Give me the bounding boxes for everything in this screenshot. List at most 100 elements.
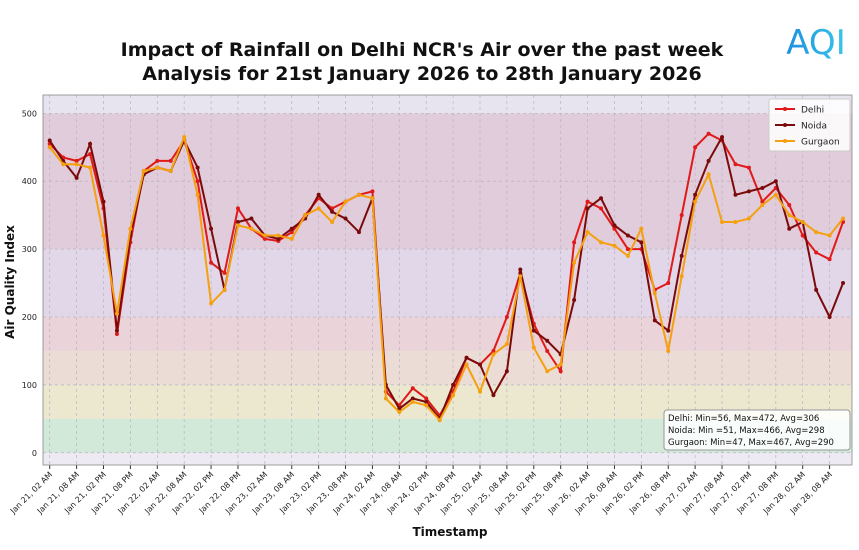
point: [74, 162, 79, 167]
aqi-band: [43, 317, 852, 351]
series-line: [48, 133, 844, 422]
point: [706, 158, 711, 163]
point: [303, 213, 308, 218]
point: [558, 369, 563, 374]
point: [787, 226, 792, 231]
point: [800, 233, 805, 238]
legend-label: Noida: [801, 122, 827, 132]
point: [679, 253, 684, 258]
point: [545, 348, 550, 353]
point: [531, 328, 536, 333]
point: [114, 328, 119, 333]
point: [88, 165, 93, 170]
point: [276, 236, 281, 241]
point: [760, 199, 765, 204]
point: [693, 199, 698, 204]
point: [182, 135, 187, 140]
point: [356, 230, 361, 235]
point: [504, 369, 509, 374]
point: [720, 219, 725, 224]
point: [733, 162, 738, 167]
point: [222, 270, 227, 275]
point: [155, 158, 160, 163]
point: [289, 230, 294, 235]
point: [639, 226, 644, 231]
point: [101, 233, 106, 238]
point: [652, 318, 657, 323]
point: [47, 145, 52, 150]
point: [787, 213, 792, 218]
point: [679, 213, 684, 218]
point: [128, 226, 133, 231]
point: [262, 233, 267, 238]
point: [437, 418, 442, 423]
point: [249, 226, 254, 231]
point: [195, 192, 200, 197]
point: [599, 206, 604, 211]
point: [545, 338, 550, 343]
point: [504, 342, 509, 347]
point: [451, 382, 456, 387]
logo: AQI: [786, 23, 845, 63]
point: [585, 230, 590, 235]
point: [410, 396, 415, 401]
point: [746, 165, 751, 170]
point: [330, 219, 335, 224]
point: [720, 135, 725, 140]
point: [370, 196, 375, 201]
chart-title: Impact of Rainfall on Delhi NCR's Air ov…: [121, 39, 724, 61]
point: [289, 236, 294, 241]
point: [599, 240, 604, 245]
point: [760, 186, 765, 191]
legend-marker: [783, 139, 787, 143]
point: [558, 362, 563, 367]
point: [289, 226, 294, 231]
point: [491, 393, 496, 398]
point: [827, 257, 832, 262]
point: [235, 223, 240, 228]
point: [343, 199, 348, 204]
chart-subtitle: Analysis for 21st January 2026 to 28th J…: [142, 63, 702, 85]
point: [235, 219, 240, 224]
point: [410, 399, 415, 404]
point: [773, 192, 778, 197]
aqi-band: [43, 249, 852, 317]
y-tick-label: 300: [22, 245, 37, 254]
point: [356, 192, 361, 197]
stats-text: Gurgaon: Min=47, Max=467, Avg=290: [668, 438, 834, 448]
point: [612, 226, 617, 231]
legend-box: [768, 98, 851, 152]
y-tick-label: 100: [22, 381, 37, 390]
y-tick-label: 400: [22, 177, 37, 186]
aqi-band: [43, 95, 852, 114]
y-tick-label: 500: [22, 109, 37, 118]
series-line: [48, 134, 844, 421]
point: [464, 362, 469, 367]
point: [61, 162, 66, 167]
point: [827, 233, 832, 238]
point: [572, 260, 577, 265]
point: [195, 179, 200, 184]
point: [518, 267, 523, 272]
point: [114, 331, 119, 336]
x-axis-label: Timestamp: [412, 525, 487, 539]
point: [706, 131, 711, 136]
point: [585, 199, 590, 204]
point: [74, 158, 79, 163]
point: [262, 236, 267, 241]
point: [625, 247, 630, 252]
point: [531, 345, 536, 350]
point: [316, 192, 321, 197]
point: [88, 152, 93, 157]
legend-label: Gurgaon: [801, 138, 840, 148]
legend-marker: [783, 107, 787, 111]
point: [841, 281, 846, 286]
point: [572, 298, 577, 303]
point: [746, 216, 751, 221]
point: [545, 369, 550, 374]
point: [827, 315, 832, 319]
point: [733, 192, 738, 197]
point: [733, 219, 738, 224]
point: [706, 172, 711, 177]
